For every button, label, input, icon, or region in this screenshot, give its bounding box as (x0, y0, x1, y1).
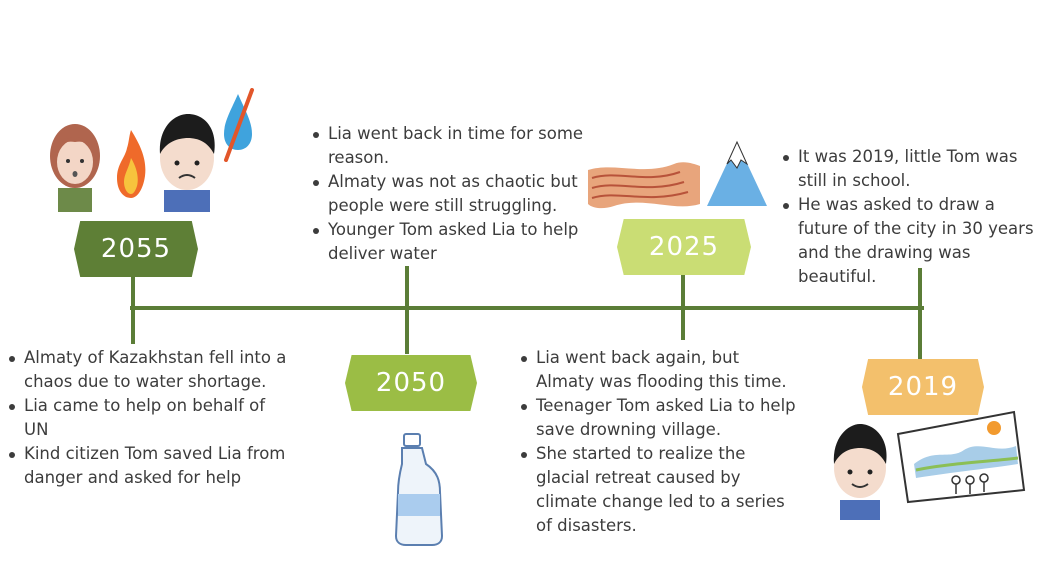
mountain-icon (707, 140, 767, 206)
note-item: Kind citizen Tom saved Lia from danger a… (6, 442, 291, 490)
stem-2025 (681, 274, 685, 340)
fire-icon (117, 130, 146, 198)
note-item: Lia went back again, but Almaty was floo… (518, 346, 800, 394)
city-drawing-icon (896, 410, 1026, 504)
note-item: Lia came to help on behalf of UN (6, 394, 291, 442)
note-item: It was 2019, little Tom was still in sch… (780, 145, 1038, 193)
stem-2050 (405, 266, 409, 354)
no-water-drop-icon (224, 88, 254, 162)
notes-2019: It was 2019, little Tom was still in sch… (780, 145, 1038, 289)
boy-face-icon (833, 424, 887, 520)
water-bottle-icon (394, 433, 444, 546)
notes-2025: Lia went back again, but Almaty was floo… (518, 346, 800, 538)
note-item: Almaty of Kazakhstan fell into a chaos d… (6, 346, 291, 394)
stem-2019 (918, 268, 922, 360)
notes-2050: Lia went back in time for some reason. A… (310, 122, 590, 266)
year-badge-2025: 2025 (617, 219, 751, 275)
year-badge-2050: 2050 (345, 355, 477, 411)
girl-face-icon (50, 124, 100, 212)
stem-2055 (131, 272, 135, 344)
notes-2055: Almaty of Kazakhstan fell into a chaos d… (6, 346, 291, 490)
flood-waves-icon (588, 162, 700, 209)
note-item: She started to realize the glacial retre… (518, 442, 800, 538)
year-badge-2055: 2055 (74, 221, 198, 277)
note-item: Younger Tom asked Lia to help deliver wa… (310, 218, 590, 266)
year-badge-2019: 2019 (862, 359, 984, 415)
worried-boy-icon (159, 114, 215, 212)
note-item: He was asked to draw a future of the cit… (780, 193, 1038, 289)
note-item: Teenager Tom asked Lia to help save drow… (518, 394, 800, 442)
note-item: Lia went back in time for some reason. (310, 122, 590, 170)
timeline-axis (130, 306, 924, 310)
note-item: Almaty was not as chaotic but people wer… (310, 170, 590, 218)
